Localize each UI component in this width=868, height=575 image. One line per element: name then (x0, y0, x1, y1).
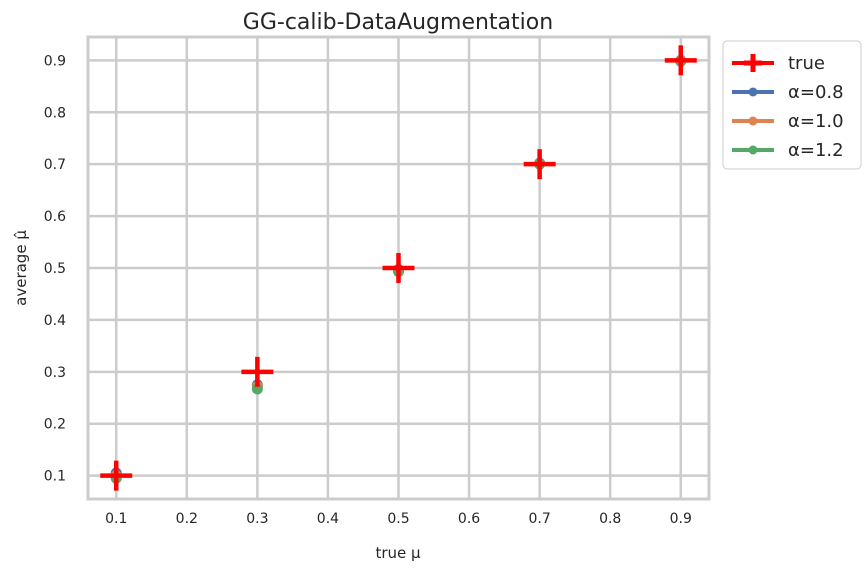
legend-entry: true (732, 53, 825, 74)
legend-frame (722, 40, 862, 170)
y-tick-label: 0.9 (44, 53, 66, 69)
y-tick-label: 0.8 (44, 105, 66, 121)
legend-entry: α=0.8 (732, 82, 844, 103)
legend: true α=0.8 α=1.0 α=1.2 (722, 40, 862, 170)
tick-labels: 0.1 0.2 0.3 0.4 0.5 0.6 0.7 0.8 0.9 0.1 0.2 0.3 0.4 0… (44, 53, 692, 527)
y-tick-label: 0.5 (44, 261, 66, 277)
data-series (100, 45, 697, 491)
plot-frame (86, 35, 711, 501)
y-tick-label: 0.6 (44, 209, 66, 225)
x-tick-label: 0.5 (387, 511, 409, 527)
legend-entry: α=1.0 (732, 111, 844, 132)
x-tick-label: 0.2 (176, 511, 198, 527)
x-tick-label: 0.1 (105, 511, 127, 527)
data-point (251, 383, 263, 395)
y-tick-label: 0.1 (44, 469, 66, 485)
legend-marker (748, 145, 758, 155)
legend-marker (748, 116, 758, 126)
legend-label: true (788, 53, 825, 74)
y-axis-label: average μ̂ (12, 230, 30, 306)
series-true (100, 45, 697, 491)
x-axis-label: true μ (375, 544, 421, 562)
x-tick-label: 0.3 (246, 511, 268, 527)
y-tick-label: 0.4 (44, 313, 66, 329)
y-tick-label: 0.7 (44, 157, 66, 173)
y-tick-label: 0.2 (44, 417, 66, 433)
x-tick-label: 0.7 (529, 511, 551, 527)
x-tick-label: 0.9 (670, 511, 692, 527)
legend-label: α=0.8 (788, 82, 844, 103)
x-tick-label: 0.4 (317, 511, 339, 527)
y-tick-label: 0.3 (44, 365, 66, 381)
chart-title: GG-calib-DataAugmentation (243, 10, 553, 35)
data-point (100, 460, 133, 491)
data-point (664, 45, 697, 76)
x-tick-label: 0.6 (458, 511, 480, 527)
x-tick-label: 0.8 (599, 511, 621, 527)
legend-label: α=1.0 (788, 111, 844, 132)
data-point (382, 253, 415, 283)
legend-entry: α=1.2 (732, 140, 844, 161)
data-point (523, 149, 556, 180)
legend-label: α=1.2 (788, 140, 844, 161)
data-point (241, 356, 274, 387)
legend-marker (748, 87, 758, 97)
